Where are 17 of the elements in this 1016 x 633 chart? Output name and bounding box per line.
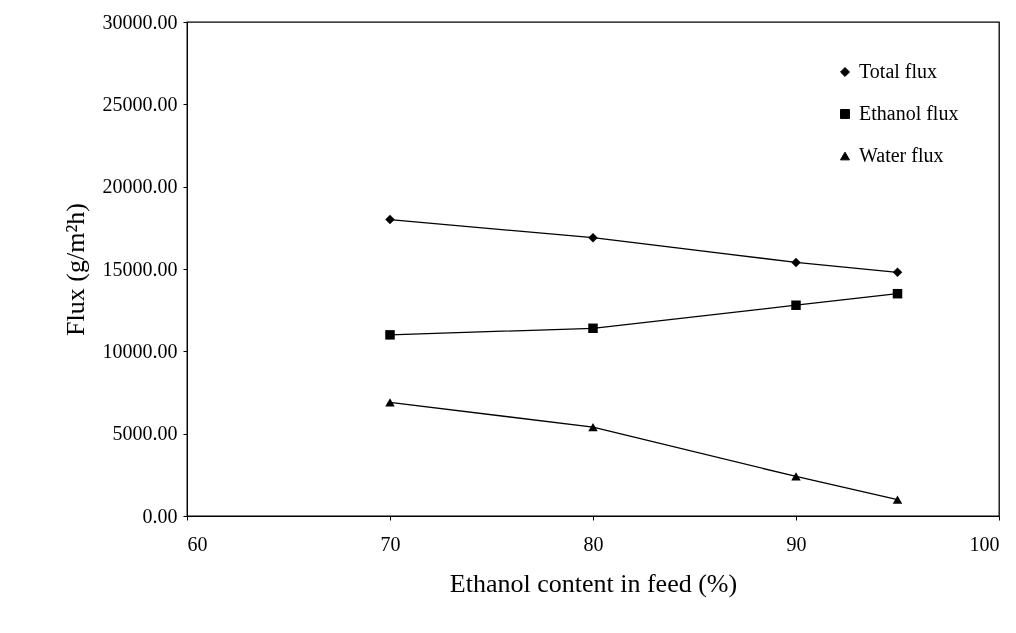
- y-tick-label: 20000.00: [102, 175, 178, 198]
- x-tick-label: 80: [583, 532, 604, 555]
- y-tick-label: 25000.00: [102, 92, 178, 115]
- x-axis-title: Ethanol content in feed (%): [449, 568, 738, 598]
- legend-label: Water flux: [859, 144, 944, 166]
- legend-label: Total flux: [859, 60, 938, 82]
- y-tick-label: 0.00: [142, 504, 178, 527]
- y-tick-label: 30000.00: [102, 10, 178, 33]
- legend-label: Ethanol flux: [859, 102, 959, 124]
- y-tick-label: 5000.00: [112, 422, 178, 445]
- x-tick-label: 90: [786, 532, 807, 555]
- y-axis-title: Flux (g/m²h): [60, 203, 90, 336]
- x-tick-label: 100: [969, 532, 1000, 555]
- x-tick-label: 70: [380, 532, 401, 555]
- y-tick-label: 10000.00: [102, 339, 178, 362]
- y-tick-label: 15000.00: [102, 257, 178, 280]
- x-tick-label: 60: [187, 532, 208, 555]
